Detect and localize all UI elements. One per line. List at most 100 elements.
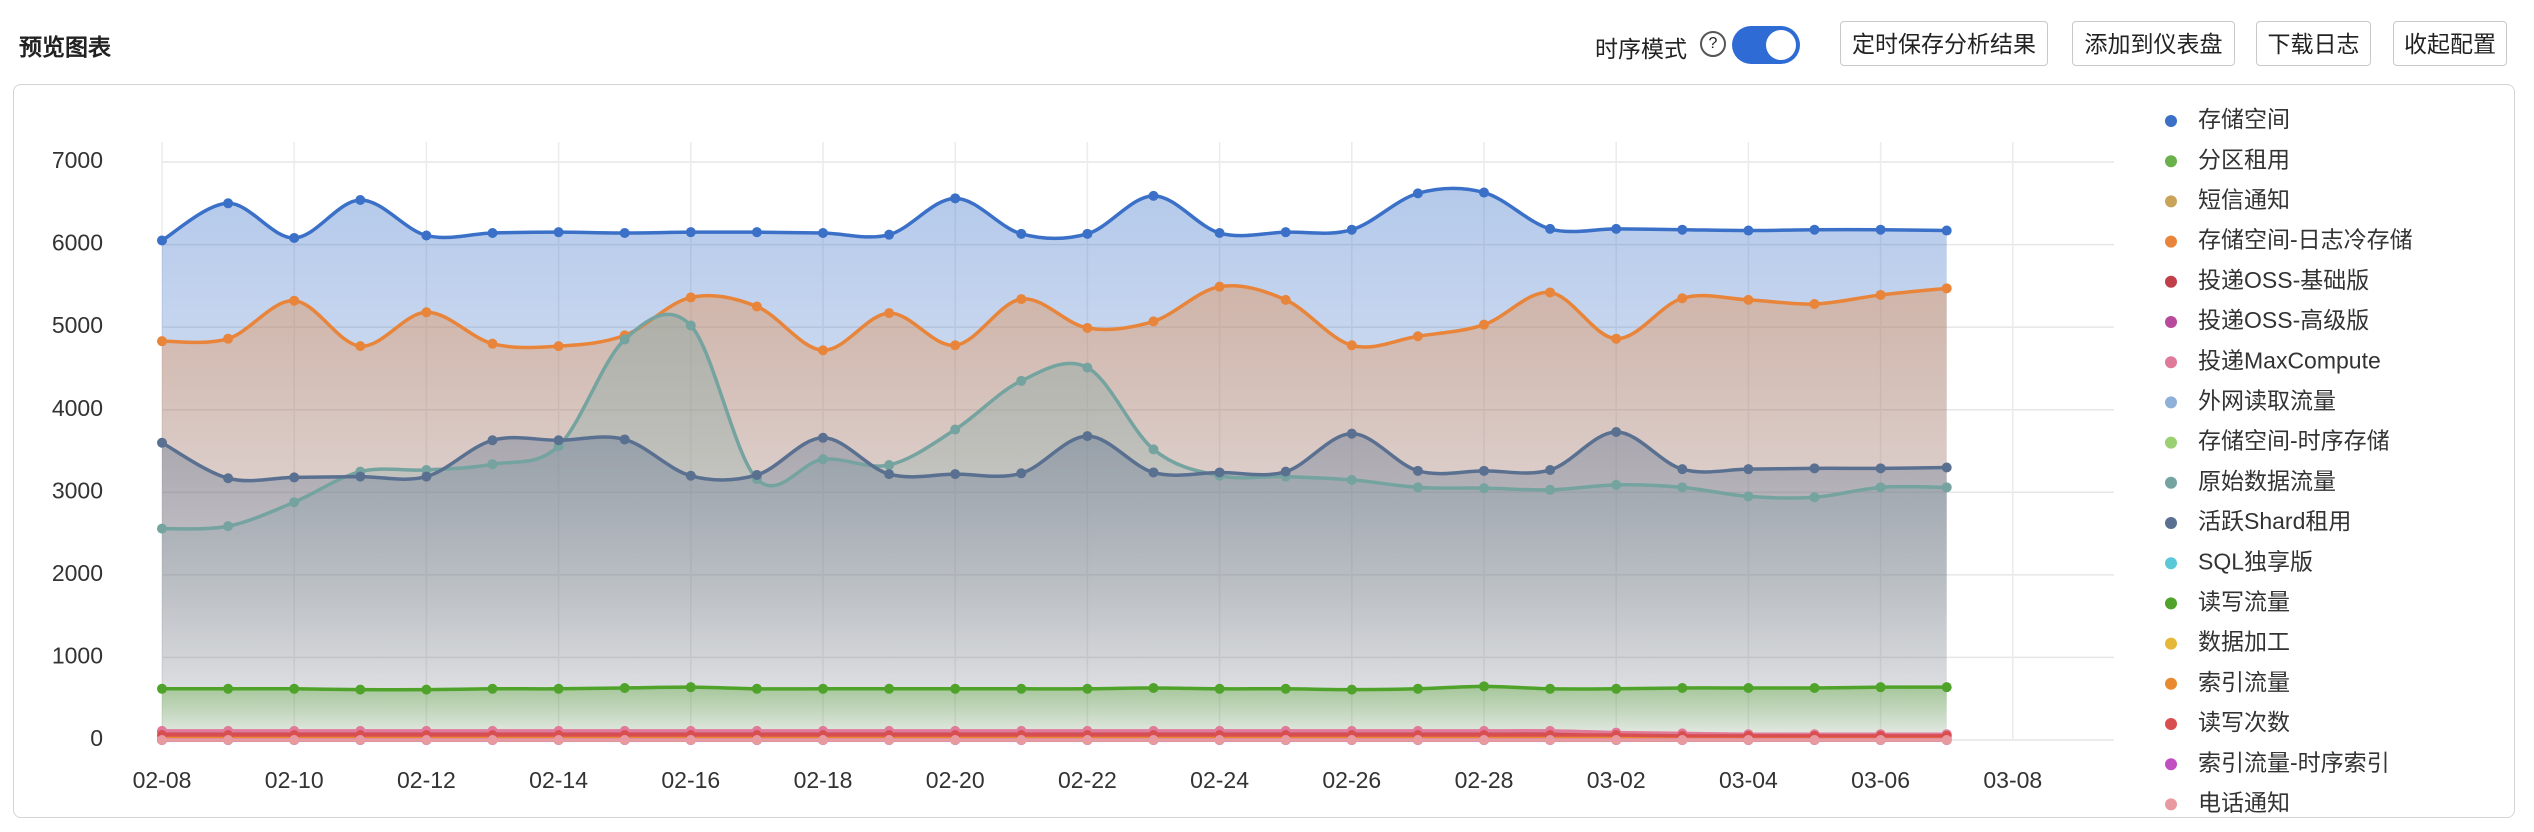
- y-tick-label: 6000: [52, 230, 103, 256]
- data-point: [223, 198, 234, 209]
- data-point: [1280, 294, 1291, 305]
- data-point: [1941, 283, 1952, 294]
- page-title: 预览图表: [19, 34, 111, 60]
- x-tick-label: 02-14: [529, 767, 588, 793]
- y-tick-label: 0: [90, 725, 103, 751]
- data-point: [1875, 682, 1886, 693]
- data-point: [1214, 735, 1225, 745]
- data-point: [157, 683, 167, 694]
- legend-label: 存储空间-时序存储: [2198, 428, 2390, 454]
- data-point: [487, 735, 498, 745]
- data-point: [1280, 683, 1291, 694]
- legend-label: 存储空间-日志冷存储: [2198, 227, 2413, 253]
- data-point: [1412, 331, 1423, 342]
- legend-marker: [2165, 396, 2177, 409]
- data-point: [751, 683, 762, 694]
- legend-label: 投递MaxCompute: [2198, 347, 2381, 373]
- data-point: [1611, 683, 1622, 694]
- data-point: [1016, 375, 1027, 386]
- button[interactable]: 收起配置: [2393, 21, 2507, 66]
- data-point: [1941, 482, 1952, 493]
- data-point: [1875, 224, 1886, 235]
- data-point: [1082, 322, 1093, 333]
- button[interactable]: 定时保存分析结果: [1840, 21, 2048, 66]
- data-point: [619, 735, 630, 745]
- x-tick-label: 02-28: [1455, 767, 1514, 793]
- data-point: [553, 227, 564, 238]
- legend-marker: [2165, 637, 2177, 650]
- legend-label: 分区租用: [2198, 146, 2290, 172]
- data-point: [289, 497, 300, 508]
- data-point: [1875, 289, 1886, 300]
- data-point: [818, 228, 828, 239]
- x-tick-label: 03-04: [1719, 767, 1778, 793]
- data-point: [487, 683, 498, 694]
- data-point: [157, 523, 167, 534]
- data-point: [1743, 682, 1754, 693]
- series-line: [161, 186, 1947, 242]
- legend-label: 电话通知: [2198, 789, 2290, 815]
- toggle-switch[interactable]: [1732, 26, 1800, 64]
- legend-marker: [2165, 718, 2177, 730]
- toggle-knob: [1766, 30, 1796, 60]
- data-point: [1280, 466, 1291, 477]
- data-point: [685, 682, 696, 693]
- x-tick-label: 03-06: [1851, 767, 1910, 793]
- data-point: [1082, 431, 1093, 442]
- data-point: [1875, 482, 1886, 493]
- data-point: [355, 471, 366, 482]
- data-point: [1809, 735, 1820, 745]
- data-point: [289, 295, 300, 306]
- data-point: [884, 735, 895, 745]
- data-point: [289, 232, 300, 243]
- data-point: [421, 735, 432, 745]
- data-point: [553, 435, 564, 446]
- x-tick-label: 02-18: [794, 767, 853, 793]
- data-point: [1148, 444, 1159, 455]
- y-tick-label: 4000: [52, 395, 103, 421]
- data-point: [1016, 683, 1027, 694]
- data-point: [884, 229, 895, 240]
- data-point: [1346, 428, 1357, 439]
- legend-marker: [2165, 195, 2177, 208]
- data-point: [619, 228, 630, 239]
- x-tick-label: 02-26: [1322, 767, 1381, 793]
- data-point: [487, 459, 498, 470]
- button[interactable]: 添加到仪表盘: [2072, 21, 2235, 66]
- data-point: [1346, 474, 1357, 485]
- help-icon[interactable]: ?: [1700, 31, 1726, 57]
- legend-label: 投递OSS-高级版: [2198, 307, 2369, 333]
- legend-marker: [2165, 597, 2177, 610]
- data-point: [1545, 735, 1556, 745]
- data-point: [157, 735, 167, 745]
- data-point: [751, 301, 762, 312]
- series-line: [162, 729, 1947, 737]
- data-point: [289, 683, 300, 694]
- data-point: [1412, 683, 1423, 694]
- data-point: [1875, 735, 1886, 745]
- toggle-label: 时序模式: [1595, 36, 1687, 62]
- legend-label: SQL独享版: [2198, 548, 2313, 574]
- data-point: [1148, 735, 1159, 745]
- data-point: [1545, 464, 1556, 475]
- legend-marker: [2165, 235, 2177, 248]
- data-point: [553, 735, 564, 745]
- button[interactable]: 下载日志: [2256, 21, 2371, 66]
- area: [162, 686, 1947, 740]
- data-point: [1611, 223, 1622, 234]
- legend-marker: [2165, 155, 2177, 168]
- data-point: [355, 735, 366, 745]
- data-point: [487, 228, 498, 239]
- data-point: [1346, 340, 1357, 351]
- x-tick-label: 02-16: [661, 767, 720, 793]
- data-point: [1611, 479, 1622, 490]
- header: 预览图表 时序模式 ? 定时保存分析结果 添加到仪表盘 下载日志 收起配置: [0, 0, 2534, 84]
- data-point: [1148, 316, 1159, 327]
- data-point: [1677, 682, 1688, 693]
- data-point: [1214, 281, 1225, 292]
- data-point: [1545, 484, 1556, 495]
- data-point: [289, 735, 300, 745]
- data-point: [223, 735, 234, 745]
- data-point: [223, 683, 234, 694]
